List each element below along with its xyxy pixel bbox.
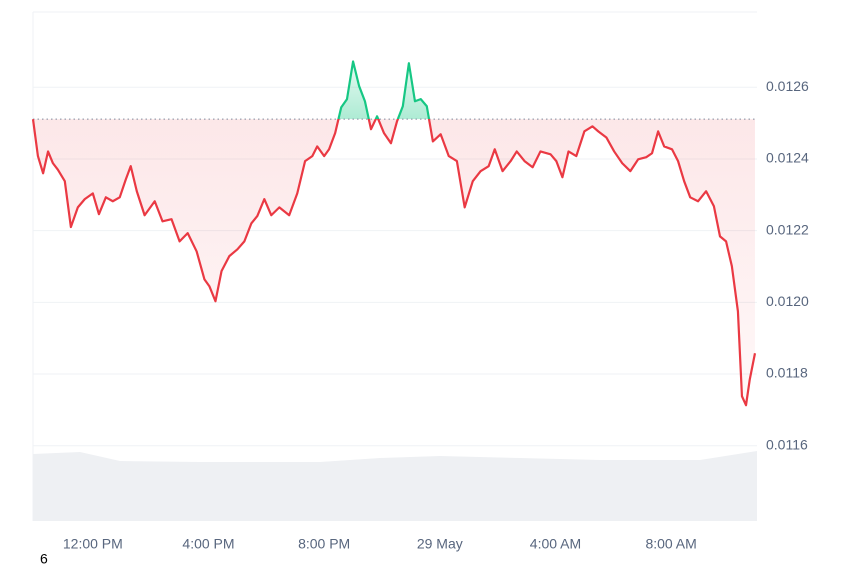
footnote: 6 (40, 551, 48, 567)
y-tick-label: 0.0124 (766, 150, 809, 166)
y-tick-label: 0.0126 (766, 78, 809, 94)
x-tick-label: 8:00 PM (298, 536, 350, 552)
y-tick-label: 0.0122 (766, 221, 809, 237)
y-tick-label: 0.0118 (766, 365, 808, 381)
y-tick-label: 0.0116 (766, 436, 808, 452)
price-area (33, 61, 755, 406)
y-tick-label: 0.0120 (766, 293, 809, 309)
x-tick-label: 29 May (417, 536, 463, 552)
x-tick-label: 8:00 AM (645, 536, 696, 552)
price-line (31, 60, 757, 407)
x-tick-label: 12:00 PM (63, 536, 123, 552)
x-tick-label: 4:00 AM (530, 536, 581, 552)
volume-area (33, 451, 757, 521)
x-tick-label: 4:00 PM (182, 536, 234, 552)
